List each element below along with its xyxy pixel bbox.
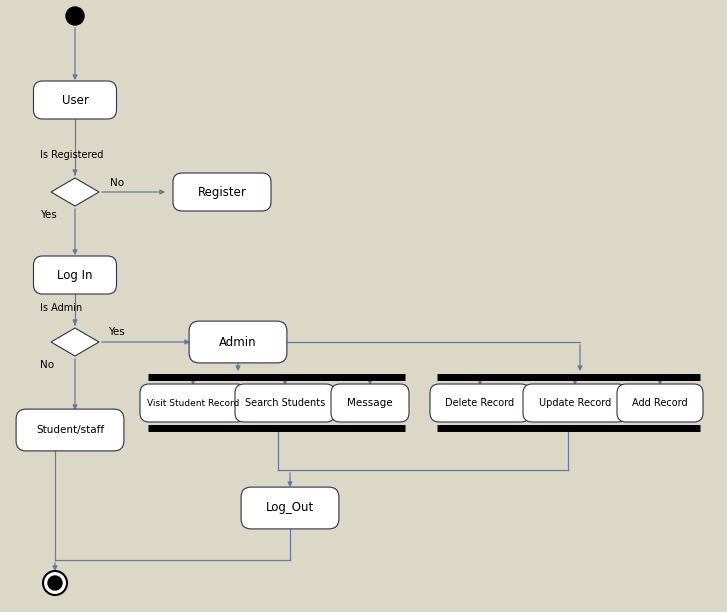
Text: Add Record: Add Record xyxy=(632,398,688,408)
Circle shape xyxy=(43,571,67,595)
Text: Update Record: Update Record xyxy=(539,398,611,408)
FancyBboxPatch shape xyxy=(430,384,530,422)
Text: Log In: Log In xyxy=(57,269,93,282)
FancyBboxPatch shape xyxy=(189,321,287,363)
FancyBboxPatch shape xyxy=(241,487,339,529)
Polygon shape xyxy=(51,178,99,206)
Text: Is Registered: Is Registered xyxy=(40,150,103,160)
Text: Delete Record: Delete Record xyxy=(446,398,515,408)
Text: Search Students: Search Students xyxy=(245,398,325,408)
Text: No: No xyxy=(110,178,124,188)
FancyBboxPatch shape xyxy=(235,384,335,422)
FancyBboxPatch shape xyxy=(331,384,409,422)
FancyBboxPatch shape xyxy=(16,409,124,451)
Polygon shape xyxy=(51,328,99,356)
FancyBboxPatch shape xyxy=(173,173,271,211)
Text: Message: Message xyxy=(348,398,393,408)
FancyBboxPatch shape xyxy=(523,384,627,422)
Circle shape xyxy=(48,576,62,590)
Text: Yes: Yes xyxy=(40,210,57,220)
Text: Is Admin: Is Admin xyxy=(40,303,82,313)
Text: Admin: Admin xyxy=(219,335,257,348)
Text: Register: Register xyxy=(198,185,246,198)
Text: User: User xyxy=(62,94,89,106)
Text: Yes: Yes xyxy=(108,327,125,337)
FancyBboxPatch shape xyxy=(140,384,246,422)
FancyBboxPatch shape xyxy=(617,384,703,422)
Text: Student/staff: Student/staff xyxy=(36,425,104,435)
Circle shape xyxy=(66,7,84,25)
Text: Log_Out: Log_Out xyxy=(266,501,314,515)
FancyBboxPatch shape xyxy=(33,81,116,119)
Text: No: No xyxy=(40,360,54,370)
Text: Visit Student Record: Visit Student Record xyxy=(147,398,239,408)
FancyBboxPatch shape xyxy=(33,256,116,294)
